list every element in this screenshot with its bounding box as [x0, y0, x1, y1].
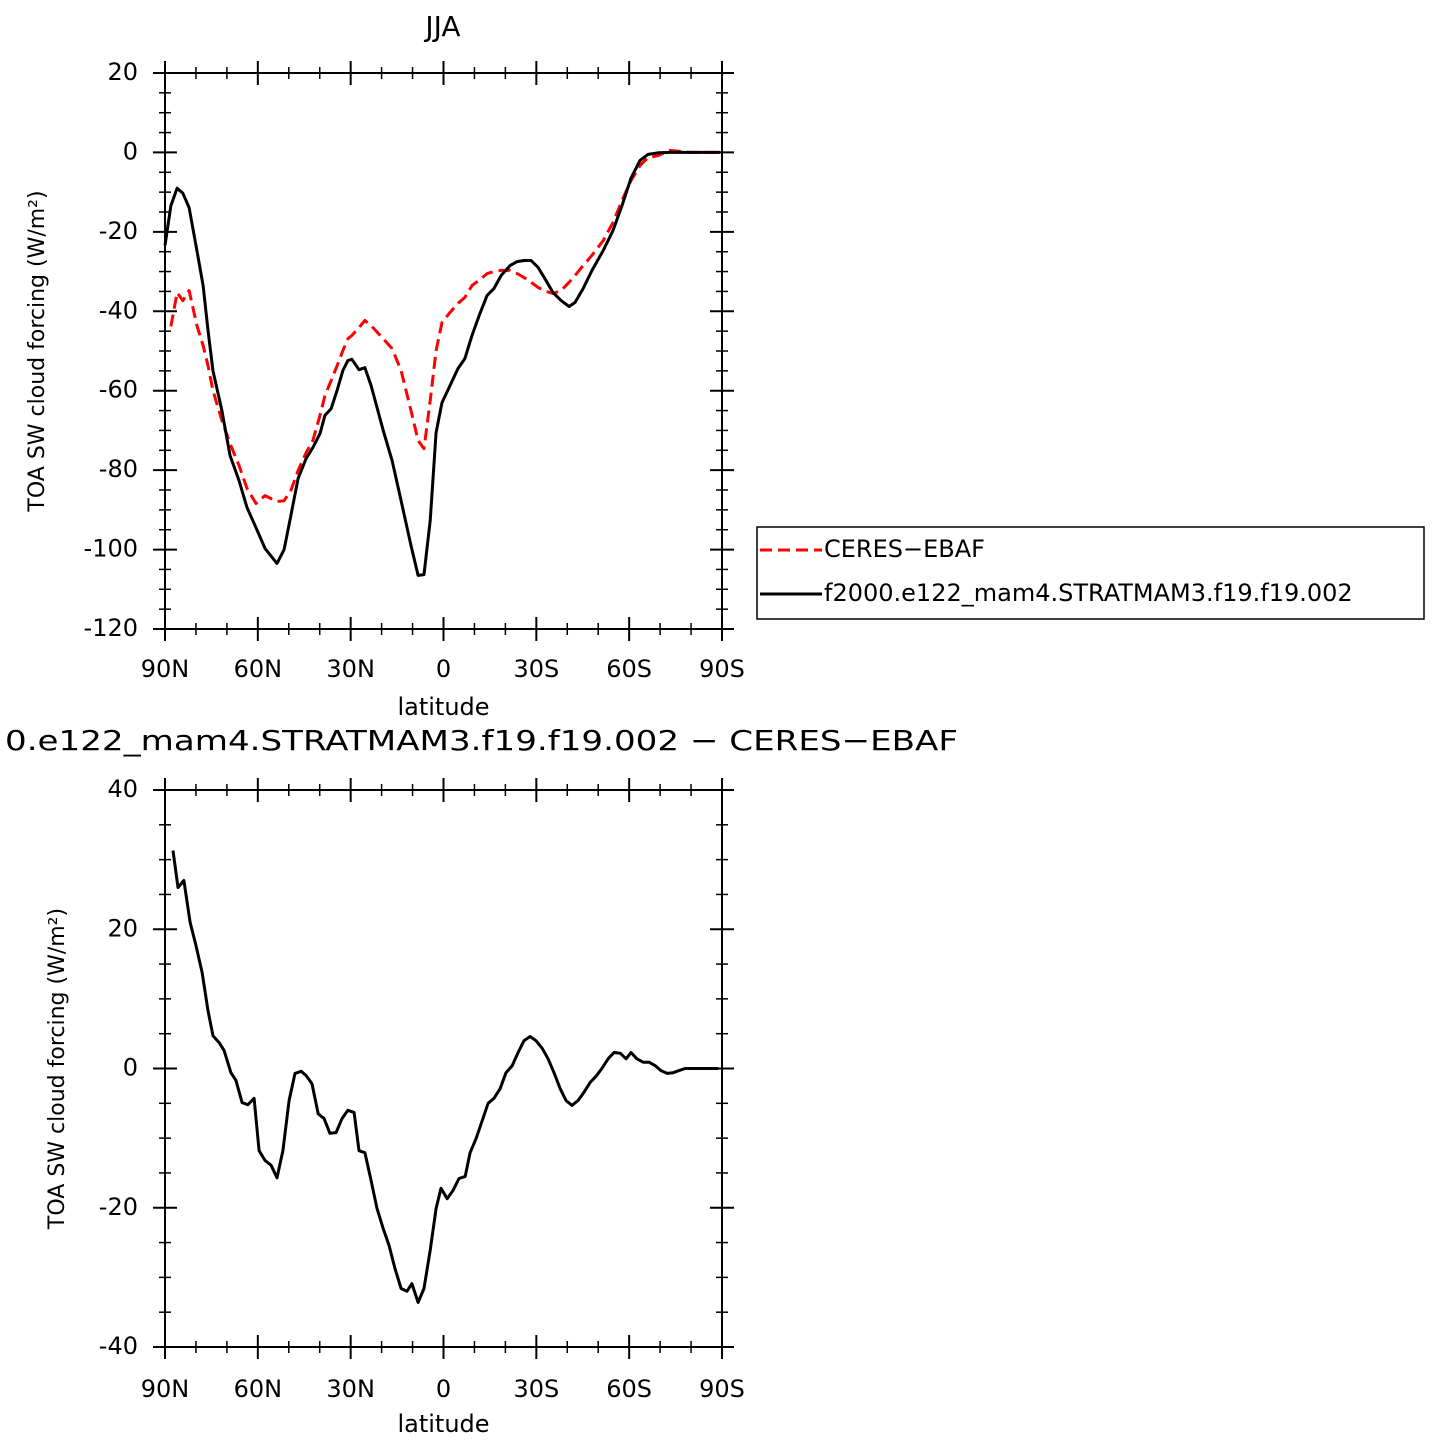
chart-title: JJA: [423, 10, 460, 43]
y-tick-label: 0: [123, 1054, 138, 1082]
y-tick-label: -120: [84, 614, 138, 642]
x-axis-label: latitude: [397, 1410, 489, 1438]
legend-label: f2000.e122_mam4.STRATMAM3.f19.f19.002: [824, 579, 1353, 607]
x-tick-label: 30N: [326, 655, 375, 683]
y-tick-label: -40: [99, 1332, 138, 1360]
y-axis-label: TOA SW cloud forcing (W/m²): [45, 908, 70, 1230]
y-tick-label: -80: [99, 455, 138, 483]
y-tick-label: -40: [99, 296, 138, 324]
x-tick-label: 60N: [234, 655, 283, 683]
x-tick-label: 30S: [513, 655, 559, 683]
x-tick-label: 90S: [699, 655, 745, 683]
x-tick-label: 30S: [513, 1375, 559, 1403]
y-tick-label: -20: [99, 217, 138, 245]
x-tick-label: 90N: [141, 655, 190, 683]
x-tick-label: 0: [436, 1375, 451, 1403]
y-tick-label: 40: [107, 775, 138, 803]
x-axis-label: latitude: [397, 693, 489, 721]
y-tick-label: 20: [107, 914, 138, 942]
y-tick-label: 20: [107, 58, 138, 86]
plot-frame: [164, 789, 723, 1348]
x-tick-label: 90N: [141, 1375, 190, 1403]
x-tick-label: 0: [436, 655, 451, 683]
y-axis-label: TOA SW cloud forcing (W/m²): [25, 190, 50, 512]
y-tick-label: -60: [99, 376, 138, 404]
legend-box: [756, 526, 1425, 620]
y-tick-label: -20: [99, 1193, 138, 1221]
y-tick-label: -100: [84, 535, 138, 563]
legend-label: CERES−EBAF: [824, 535, 985, 563]
x-tick-label: 60S: [606, 655, 652, 683]
x-tick-label: 30N: [326, 1375, 375, 1403]
x-tick-label: 90S: [699, 1375, 745, 1403]
series-line: [169, 148, 721, 505]
x-tick-label: 60S: [606, 1375, 652, 1403]
series-line: [163, 150, 721, 577]
series-line: [171, 850, 719, 1304]
plot-frame: [164, 72, 723, 630]
y-tick-label: 0: [123, 137, 138, 165]
x-tick-label: 60N: [234, 1375, 283, 1403]
chart-title: 0.e122_mam4.STRATMAM3.f19.f19.002 − CERE…: [5, 724, 958, 757]
